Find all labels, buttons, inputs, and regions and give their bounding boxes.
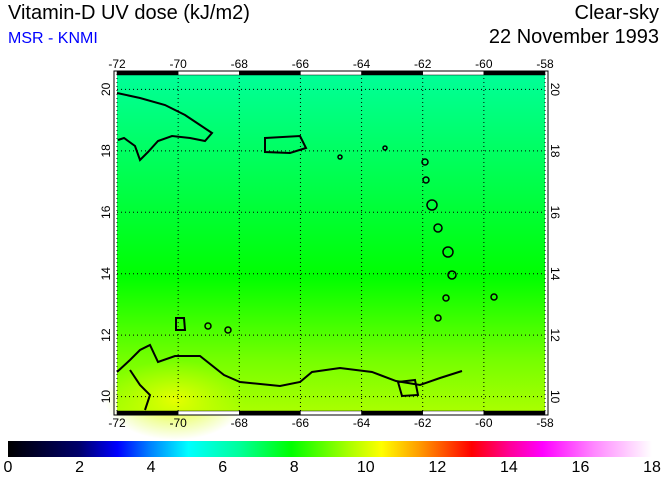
- frame-segment: [422, 70, 485, 76]
- frame-segment: [422, 410, 485, 416]
- lat-label-left: 10: [99, 390, 113, 404]
- lon-label-top: -58: [536, 57, 554, 71]
- colorbar-label: 16: [571, 459, 590, 476]
- colorbar-label: 12: [428, 459, 447, 476]
- colorbar-label: 10: [356, 459, 375, 476]
- frame-segment: [483, 70, 546, 76]
- lake-maracaibo: [129, 369, 152, 411]
- lat-label-right: 20: [548, 83, 562, 97]
- frame-segment: [116, 70, 179, 76]
- lon-label-top: -66: [292, 57, 310, 71]
- dose-maximum: [105, 360, 245, 440]
- frame-segment: [483, 410, 546, 416]
- source-label: MSR - KNMI: [8, 30, 98, 47]
- colorbar-label: 0: [3, 459, 13, 476]
- frame-segment: [239, 70, 301, 76]
- lon-label-bottom: -58: [536, 416, 554, 430]
- lat-label-right: 12: [548, 329, 562, 343]
- coastlines: [116, 92, 463, 411]
- colorbar-label: 8: [289, 459, 299, 476]
- colorbar-label: 18: [643, 459, 661, 476]
- lat-label-left: 20: [99, 82, 113, 96]
- lat-label-left: 12: [99, 328, 113, 342]
- lon-label-top: -72: [108, 57, 126, 71]
- frame-segment: [239, 410, 301, 416]
- colorbar-label: 4: [146, 459, 156, 476]
- trinidad: [396, 378, 420, 398]
- colorbar-label: 14: [499, 459, 518, 476]
- lat-label-right: 10: [548, 390, 562, 404]
- hispaniola: [116, 92, 214, 162]
- lat-label-right: 18: [548, 144, 562, 158]
- lon-label-top: -62: [414, 57, 432, 71]
- lat-label-right: 14: [548, 267, 562, 281]
- map-title: Vitamin-D UV dose (kJ/m2): [8, 2, 250, 24]
- lat-label-right: 16: [548, 206, 562, 220]
- grid-lines: [116, 74, 546, 412]
- uv-dose-map: -72 -72 -70 -70 -68 -68 -66 -66 -64 -64 -62 -62 -60 -…: [99, 57, 562, 440]
- puerto-rico: [264, 134, 308, 155]
- lon-label-top: -60: [475, 57, 493, 71]
- frame-segment: [361, 410, 423, 416]
- aruba: [175, 317, 187, 331]
- colorbar-label: 2: [75, 459, 84, 476]
- lon-label-bottom: -70: [169, 416, 187, 430]
- lon-label-bottom: -66: [292, 416, 310, 430]
- lat-label-left: 14: [99, 267, 113, 281]
- condition-label: Clear-sky: [574, 2, 659, 24]
- date-label: 22 November 1993: [488, 26, 659, 48]
- lon-label-bottom: -68: [231, 416, 249, 430]
- frame-segment: [361, 70, 423, 76]
- frame-segment: [177, 70, 240, 76]
- colorbar: [8, 441, 652, 457]
- lat-label-left: 16: [99, 205, 113, 219]
- lon-label-bottom: -60: [475, 416, 493, 430]
- frame-segment: [300, 70, 362, 76]
- lon-label-bottom: -64: [353, 416, 371, 430]
- frame-segment: [116, 410, 179, 416]
- lon-label-top: -70: [169, 57, 187, 71]
- frame-border: [113, 70, 549, 416]
- lon-label-bottom: -72: [108, 416, 126, 430]
- colorbar-label: 6: [218, 459, 228, 476]
- lon-label-top: -64: [353, 57, 371, 71]
- map-frame: [113, 70, 549, 416]
- lon-label-bottom: -62: [414, 416, 432, 430]
- lesser-antilles: [204, 145, 498, 334]
- frame-segment: [177, 410, 240, 416]
- frame-segment: [300, 410, 362, 416]
- lat-label-left: 18: [99, 144, 113, 158]
- axis-labels: -72 -72 -70 -70 -68 -68 -66 -66 -64 -64 -62 -62 -60 -…: [99, 57, 562, 430]
- lon-label-top: -68: [231, 57, 249, 71]
